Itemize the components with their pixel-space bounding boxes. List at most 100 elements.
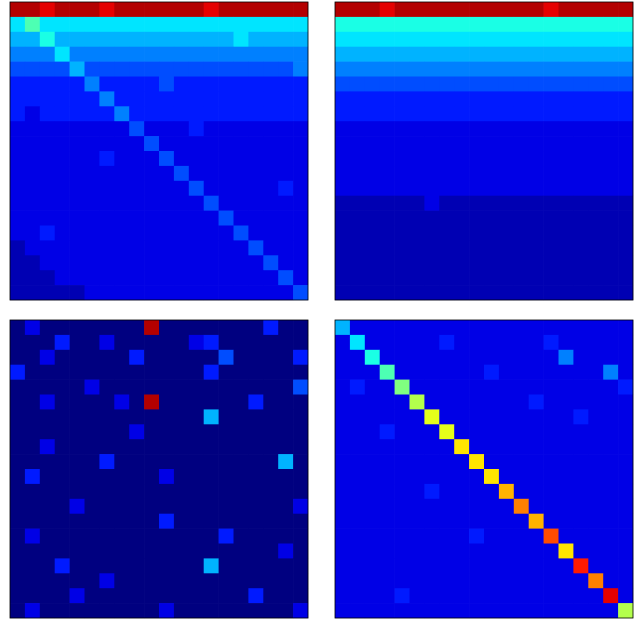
cell — [54, 91, 70, 107]
cell — [469, 498, 485, 514]
cell — [469, 240, 485, 256]
cell — [379, 334, 395, 351]
cell — [248, 424, 264, 440]
cell — [69, 364, 85, 380]
cell — [278, 76, 294, 92]
cell — [203, 270, 219, 286]
cell — [618, 2, 634, 18]
cell — [469, 528, 485, 544]
cell — [54, 180, 70, 196]
cell — [114, 409, 130, 425]
cell — [278, 46, 294, 62]
cell — [409, 91, 425, 107]
cell — [263, 439, 279, 455]
cell — [129, 454, 145, 470]
cell — [454, 454, 470, 470]
cell — [188, 573, 204, 589]
cell — [24, 483, 41, 500]
cell — [114, 31, 130, 47]
cell — [379, 285, 395, 301]
cell — [603, 469, 619, 485]
cell — [513, 46, 529, 62]
cell — [218, 558, 234, 574]
cell — [24, 106, 41, 122]
cell — [10, 439, 26, 455]
cell — [233, 334, 249, 351]
cell — [573, 76, 589, 92]
cell — [558, 379, 574, 395]
cell — [394, 349, 410, 365]
cell — [588, 61, 604, 77]
cell — [409, 165, 425, 182]
cell — [543, 180, 559, 196]
cell — [469, 285, 485, 301]
cell — [263, 364, 279, 380]
cell — [439, 195, 455, 211]
cell — [528, 46, 544, 62]
cell — [469, 121, 485, 137]
cell — [543, 498, 559, 514]
cell — [248, 255, 264, 271]
cell — [24, 439, 41, 455]
cell — [618, 409, 634, 425]
cell — [84, 136, 100, 152]
cell — [159, 528, 175, 544]
cell — [513, 483, 529, 500]
cell — [54, 76, 70, 92]
cell — [469, 543, 485, 559]
cell — [293, 588, 309, 604]
cell — [349, 31, 366, 47]
cell — [114, 379, 130, 395]
cell — [558, 394, 574, 410]
cell — [129, 528, 145, 544]
cell — [379, 255, 395, 271]
cell — [469, 394, 485, 410]
cell — [558, 409, 574, 425]
cell — [39, 121, 55, 137]
cell — [293, 210, 309, 226]
cell — [335, 573, 351, 589]
cell — [159, 334, 175, 351]
cell — [528, 364, 544, 380]
cell — [424, 588, 440, 604]
cell — [573, 454, 589, 470]
cell — [10, 240, 26, 256]
cell — [588, 255, 604, 271]
cell — [248, 588, 264, 604]
cell — [39, 270, 55, 286]
cell — [54, 285, 70, 301]
cell — [10, 2, 26, 18]
cell — [129, 195, 145, 211]
cell — [439, 498, 455, 514]
cell — [498, 394, 515, 410]
cell — [469, 379, 485, 395]
cell — [573, 483, 589, 500]
cell — [144, 543, 160, 559]
cell — [409, 603, 425, 619]
cell — [10, 46, 26, 62]
cell — [603, 195, 619, 211]
cell — [558, 165, 574, 182]
cell — [54, 320, 70, 336]
cell — [618, 543, 634, 559]
cell — [159, 61, 175, 77]
cell — [364, 424, 380, 440]
cell — [188, 379, 204, 395]
cell — [129, 513, 145, 529]
cell — [349, 513, 366, 529]
cell — [293, 469, 309, 485]
cell — [498, 225, 515, 241]
cell — [203, 573, 219, 589]
cell — [439, 573, 455, 589]
cell — [293, 558, 309, 574]
cell — [484, 603, 500, 619]
cell — [188, 558, 204, 574]
cell — [603, 121, 619, 137]
cell — [188, 31, 204, 47]
cell — [263, 180, 279, 196]
cell — [335, 424, 351, 440]
cell — [84, 270, 100, 286]
cell — [54, 469, 70, 485]
cell — [173, 424, 190, 440]
cell — [364, 106, 380, 122]
